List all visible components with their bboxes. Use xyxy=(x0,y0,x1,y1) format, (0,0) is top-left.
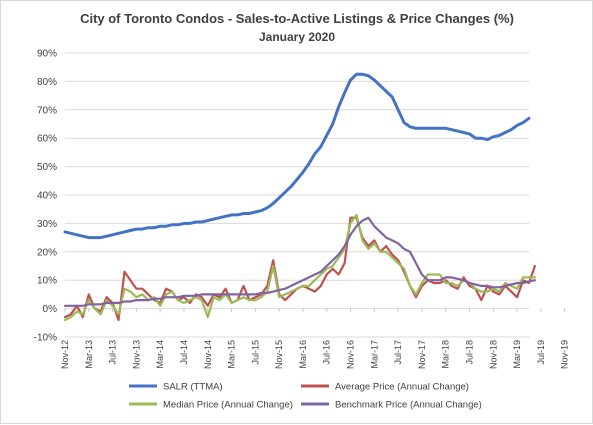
series-line-0 xyxy=(63,72,531,240)
y-tick-label: 40% xyxy=(37,191,57,202)
x-tick-label: Mar-19 xyxy=(512,340,522,369)
y-axis: -10% 0% 10% 20% 30% 40% 50% 60% 70% 80% 90% xyxy=(34,49,57,344)
x-tick-label: Nov-12 xyxy=(60,340,70,369)
x-tick-label: Mar-14 xyxy=(155,340,165,369)
y-tick-label: 70% xyxy=(37,105,57,116)
y-tick-label: -10% xyxy=(34,333,57,344)
y-tick-label: 20% xyxy=(37,247,57,258)
y-tick-label: 30% xyxy=(37,219,57,230)
y-tick-label: 80% xyxy=(37,77,57,88)
x-tick-label: Nov-15 xyxy=(274,340,284,369)
x-tick-label: Jul-13 xyxy=(108,340,118,365)
plot-area xyxy=(63,72,537,322)
x-tick-label: Nov-16 xyxy=(346,340,356,369)
x-tick-label: Mar-17 xyxy=(369,340,379,369)
y-tick-label: 90% xyxy=(37,49,57,60)
legend-label: SALR (TTMA) xyxy=(163,382,223,393)
legend-label: Benchmark Price (Annual Change) xyxy=(335,400,482,411)
x-tick-label: Jul-19 xyxy=(536,340,546,365)
x-axis: Nov-12 Mar-13 Jul-13 Nov-13 Mar-14 Jul-14 Nov-… xyxy=(60,308,570,369)
x-tick-label: Mar-16 xyxy=(298,340,308,369)
y-tick-label: 10% xyxy=(37,276,57,287)
legend-label: Median Price (Annual Change) xyxy=(163,400,293,411)
x-tick-label: Nov-14 xyxy=(203,340,213,369)
y-tick-label: 50% xyxy=(37,162,57,173)
x-tick-label: Nov-17 xyxy=(417,340,427,369)
x-tick-label: Jul-17 xyxy=(393,340,403,365)
y-tick-label: 0% xyxy=(43,304,58,315)
x-tick-label: Jul-14 xyxy=(179,340,189,365)
legend: SALR (TTMA) Average Price (Annual Change)… xyxy=(129,382,482,411)
x-tick-label: Mar-15 xyxy=(227,340,237,369)
legend-label: Average Price (Annual Change) xyxy=(335,382,469,393)
y-tick-label: 60% xyxy=(37,134,57,145)
x-tick-label: Nov-18 xyxy=(488,340,498,369)
gridlines xyxy=(65,52,529,338)
x-tick-label: Jul-15 xyxy=(250,340,260,365)
series-line-2 xyxy=(63,213,537,322)
x-tick-label: Nov-13 xyxy=(131,340,141,369)
chart-subtitle: January 2020 xyxy=(259,30,335,44)
series-line-3 xyxy=(63,216,537,307)
x-tick-label: Mar-18 xyxy=(441,340,451,369)
x-tick-label: Jul-16 xyxy=(322,340,332,365)
x-tick-label: Mar-13 xyxy=(84,340,94,369)
series-line-1 xyxy=(63,216,537,322)
chart-title: City of Toronto Condos - Sales-to-Active… xyxy=(80,11,514,26)
x-tick-label: Nov-19 xyxy=(560,340,570,369)
x-tick-label: Jul-18 xyxy=(465,340,475,365)
